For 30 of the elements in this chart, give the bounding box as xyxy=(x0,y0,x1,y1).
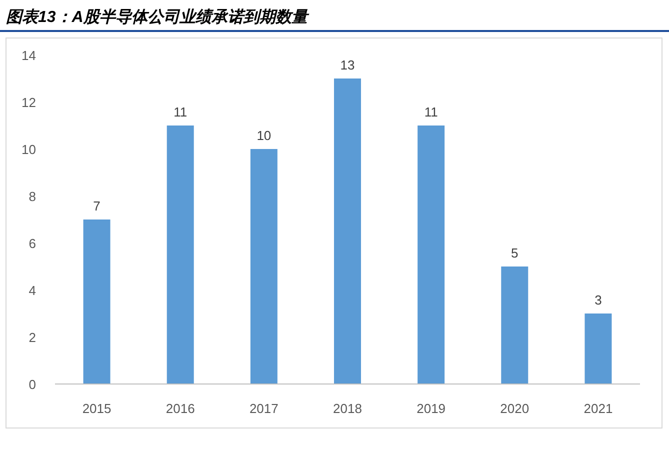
x-tick-label: 2017 xyxy=(249,401,278,416)
data-label: 5 xyxy=(511,246,518,260)
data-label: 11 xyxy=(424,104,438,120)
x-tick-label: 2019 xyxy=(416,401,446,416)
bar xyxy=(418,126,445,384)
y-tick-label: 4 xyxy=(28,283,36,298)
y-tick-label: 14 xyxy=(22,48,36,63)
data-label: 3 xyxy=(594,292,602,308)
y-tick-label: 10 xyxy=(22,142,36,157)
x-tick-label: 2018 xyxy=(333,401,362,416)
bar xyxy=(501,266,528,384)
chart-title: 图表13：A股半导体公司业绩承诺到期数量 xyxy=(6,8,310,26)
bar xyxy=(584,314,612,384)
bar xyxy=(166,126,194,384)
y-tick-label: 12 xyxy=(22,95,36,110)
data-label: 11 xyxy=(174,104,188,120)
bar xyxy=(334,78,361,384)
x-tick-label: 2020 xyxy=(500,401,530,416)
y-tick-label: 2 xyxy=(28,330,36,345)
x-tick-label: 2016 xyxy=(166,401,195,416)
y-tick-label: 0 xyxy=(28,377,36,392)
data-label: 7 xyxy=(93,198,100,214)
data-label: 13 xyxy=(340,58,355,72)
x-tick-label: 2021 xyxy=(584,401,613,416)
x-tick-label: 2015 xyxy=(82,401,112,416)
bar xyxy=(83,220,110,384)
y-tick-label: 6 xyxy=(28,236,36,251)
bar xyxy=(250,149,278,384)
data-label: 10 xyxy=(256,128,272,143)
y-tick-label: 8 xyxy=(28,189,36,204)
